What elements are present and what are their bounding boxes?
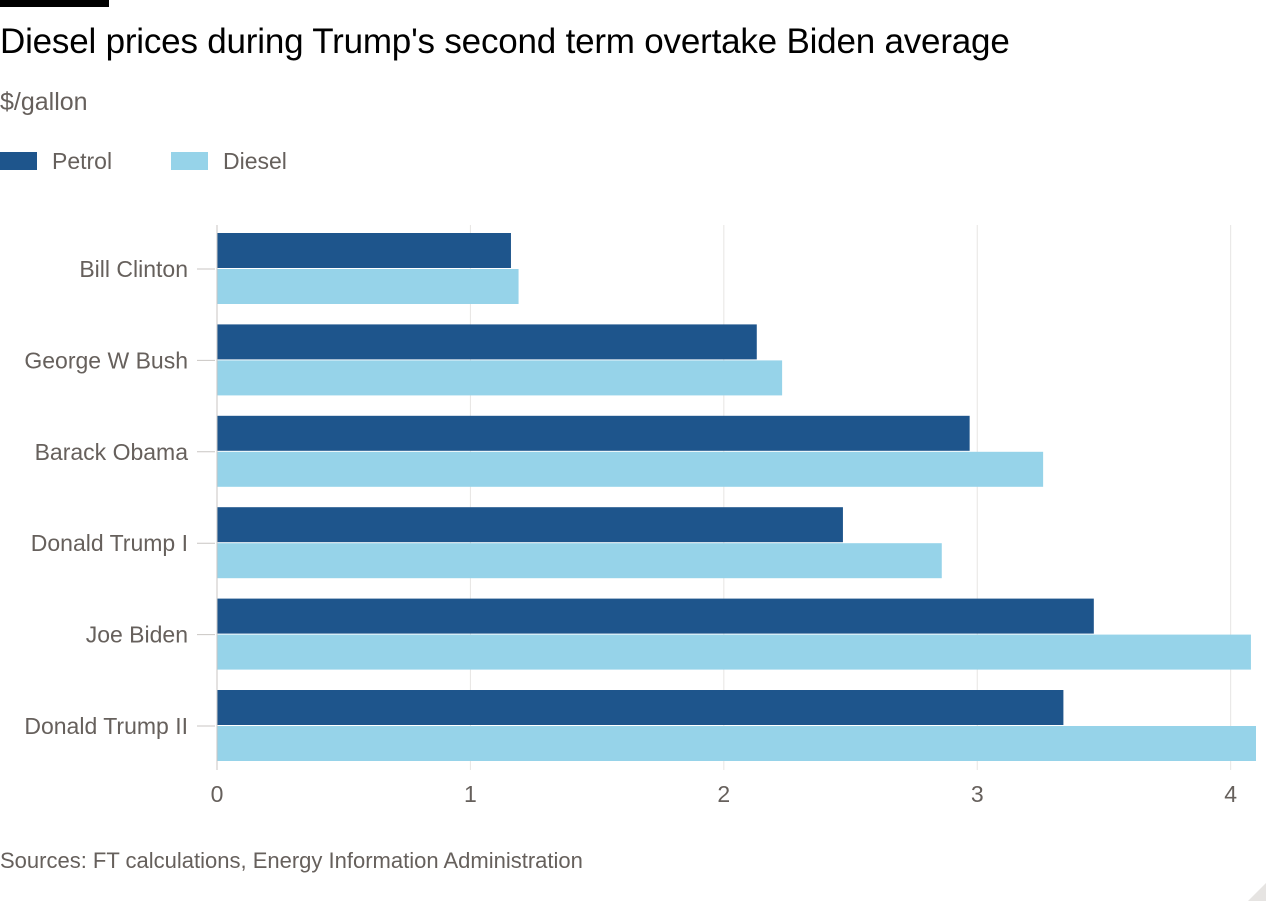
legend-swatch-petrol — [0, 152, 37, 170]
bar-petrol-3 — [217, 507, 843, 543]
category-label-2: Barack Obama — [35, 439, 189, 465]
brand-bar — [0, 0, 109, 7]
bar-petrol-4 — [217, 598, 1094, 634]
category-label-1: George W Bush — [24, 347, 188, 373]
bar-diesel-2 — [217, 451, 1044, 487]
bar-diesel-5 — [217, 726, 1256, 761]
bar-petrol-0 — [217, 233, 511, 268]
x-tick-label-4: 4 — [1224, 781, 1237, 807]
chart-title: Diesel prices during Trump's second term… — [0, 22, 1010, 61]
category-label-4: Joe Biden — [86, 622, 188, 648]
category-label-3: Donald Trump I — [31, 530, 188, 556]
category-label-5: Donald Trump II — [24, 713, 188, 739]
legend-label-petrol: Petrol — [52, 148, 113, 174]
bar-diesel-4 — [217, 634, 1251, 670]
bar-petrol-1 — [217, 324, 757, 360]
bar-diesel-3 — [217, 543, 942, 579]
source-note: Sources: FT calculations, Energy Informa… — [0, 848, 583, 873]
category-label-0: Bill Clinton — [79, 256, 188, 282]
x-tick-label-1: 1 — [464, 781, 477, 807]
bar-diesel-0 — [217, 269, 519, 304]
bar-petrol-5 — [217, 690, 1064, 725]
bar-diesel-1 — [217, 360, 783, 396]
legend-label-diesel: Diesel — [223, 148, 287, 174]
x-tick-label-2: 2 — [717, 781, 730, 807]
x-tick-label-3: 3 — [971, 781, 984, 807]
chart-subtitle: $/gallon — [0, 88, 88, 116]
legend-swatch-diesel — [171, 152, 208, 170]
resize-corner-icon — [1248, 883, 1266, 901]
bar-petrol-2 — [217, 415, 970, 451]
x-tick-label-0: 0 — [211, 781, 224, 807]
